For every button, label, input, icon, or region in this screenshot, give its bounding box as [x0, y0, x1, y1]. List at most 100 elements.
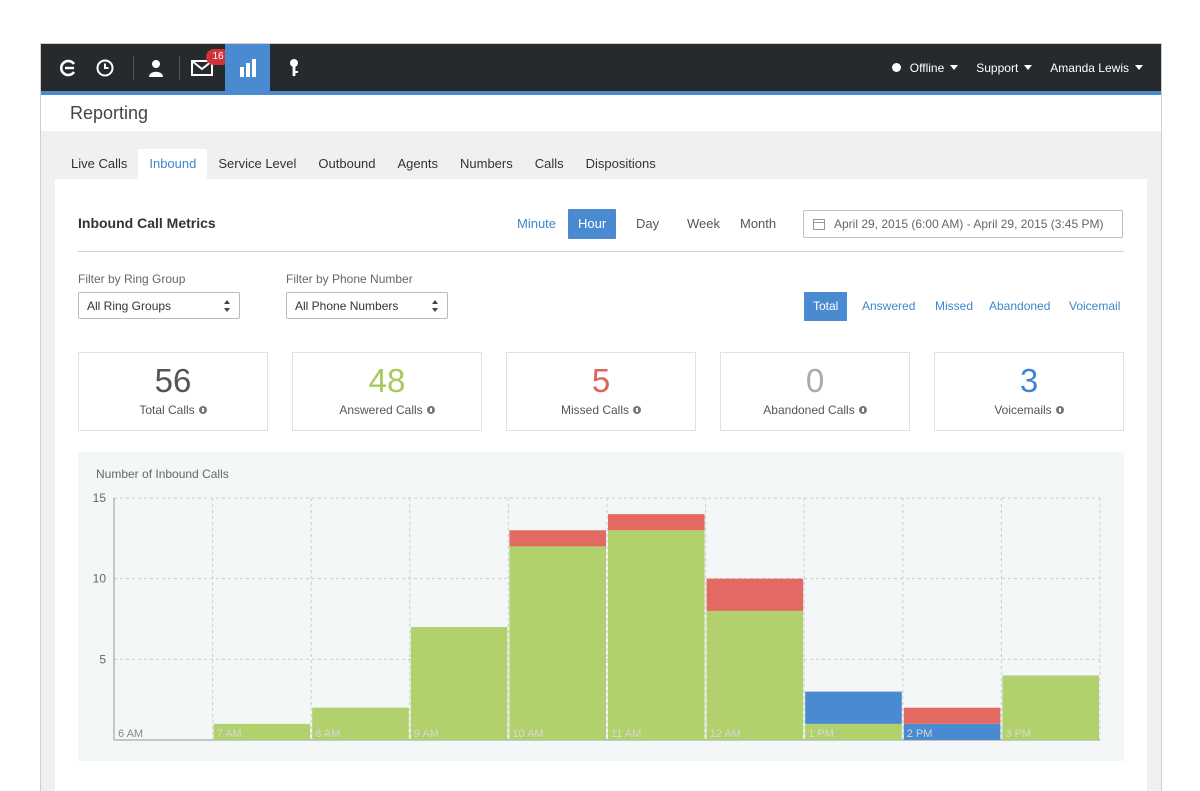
tab-agents[interactable]: Agents [397, 156, 438, 171]
bar-segment [509, 546, 606, 740]
contacts-person-icon[interactable] [134, 44, 178, 91]
tab-dispositions[interactable]: Dispositions [585, 156, 656, 171]
logo-icon[interactable] [47, 44, 91, 91]
bar-segment [706, 578, 804, 611]
x-tick-label: 7 AM [217, 728, 242, 740]
stat-value: 3 [1019, 362, 1039, 399]
stat-label: Abandoned Calls [763, 403, 855, 417]
x-tick-label: 9 AM [414, 728, 439, 740]
user-account-dropdown[interactable]: Amanda Lewis [1050, 61, 1143, 75]
stat-card-abandoned-calls: 0 Abandoned Calls [720, 352, 910, 431]
chart-svg: Number of Inbound Calls 5 10 15 6 AM 7 AM 8 AM… [93, 467, 1101, 741]
title-area: Reporting [41, 95, 1161, 131]
header-divider [78, 251, 1124, 252]
bar-segment [903, 723, 1001, 740]
ring-group-select[interactable]: All Ring Groups [78, 292, 240, 319]
tab-outbound[interactable]: Outbound [318, 156, 376, 171]
user-name: Amanda Lewis [1050, 60, 1129, 75]
tab-numbers[interactable]: Numbers [460, 156, 513, 171]
history-clock-icon[interactable] [83, 44, 127, 91]
presence-status-dropdown[interactable]: Offline [891, 60, 959, 75]
app-window: 16 Offline Support Amanda Lewis Re [40, 43, 1162, 791]
unread-count-badge: 16 [206, 49, 230, 65]
info-icon[interactable] [633, 406, 641, 414]
support-label: Support [976, 60, 1019, 75]
calendar-icon [813, 218, 825, 230]
x-tick-label: 6 AM [118, 728, 143, 740]
stat-label: Total Calls [139, 403, 195, 417]
status-label: Offline [909, 60, 945, 75]
key-icon[interactable] [272, 44, 316, 91]
y-tick-label: 15 [93, 491, 107, 505]
date-range-picker[interactable]: April 29, 2015 (6:00 AM) - April 29, 201… [803, 210, 1123, 238]
filter-voicemail-button[interactable]: Voicemail [1069, 299, 1121, 313]
x-tick-label: 1 PM [808, 728, 834, 740]
support-dropdown[interactable]: Support [976, 60, 1033, 75]
x-tick-label: 2 PM [907, 728, 933, 740]
tab-inbound[interactable]: Inbound [138, 149, 208, 179]
bar-segment [410, 627, 508, 740]
bar-segment [213, 723, 311, 740]
chevron-down-icon [1024, 65, 1033, 70]
stat-label: Voicemails [994, 403, 1052, 417]
select-arrows-icon [224, 300, 231, 312]
chevron-down-icon [950, 65, 959, 70]
stat-value: 5 [591, 362, 611, 399]
tab-service-level[interactable]: Service Level [218, 156, 297, 171]
info-icon[interactable] [198, 406, 207, 414]
stat-card-voicemails: 3 Voicemails [934, 352, 1124, 431]
messages-envelope-icon[interactable]: 16 [180, 44, 230, 91]
filter-total-button[interactable]: Total [804, 292, 848, 321]
stat-card-total-calls: 56 Total Calls [78, 352, 268, 431]
nav-separator [133, 56, 134, 80]
stat-value: 0 [805, 362, 825, 399]
tab-calls[interactable]: Calls [534, 156, 564, 171]
status-dot-icon [891, 63, 901, 72]
bar-segment [608, 530, 705, 740]
reporting-bar-chart-icon[interactable] [225, 44, 270, 91]
chart-title: Number of Inbound Calls [96, 467, 229, 481]
filter-missed-button[interactable]: Missed [935, 299, 974, 313]
user-menu-area: Offline Support Amanda Lewis [891, 44, 1161, 91]
granularity-day-button[interactable]: Day [636, 216, 660, 231]
granularity-week-button[interactable]: Week [687, 216, 720, 231]
x-tick-label: 12 AM [710, 728, 741, 740]
x-tick-label: 8 AM [315, 728, 340, 740]
granularity-minute-button[interactable]: Minute [517, 216, 557, 231]
filter-answered-button[interactable]: Answered [862, 299, 916, 313]
stat-label: Missed Calls [560, 403, 629, 417]
bar-segment [608, 514, 705, 531]
stat-card-missed-calls: 5 Missed Calls [506, 352, 696, 431]
top-navbar: 16 Offline Support Amanda Lewis [41, 44, 1161, 91]
content-area: Live Calls Inbound Service Level Outboun… [41, 131, 1161, 791]
info-icon[interactable] [1055, 406, 1064, 414]
stat-value: 48 [368, 362, 406, 399]
page-title: Reporting [70, 103, 149, 123]
stat-card-answered-calls: 48 Answered Calls [292, 352, 482, 431]
granularity-hour-button[interactable]: Hour [568, 209, 617, 239]
bar-segment [1002, 675, 1099, 740]
phone-number-filter-label: Filter by Phone Number [286, 272, 413, 286]
tab-live-calls[interactable]: Live Calls [71, 156, 128, 171]
info-icon[interactable] [426, 406, 435, 414]
bar-segment [312, 707, 409, 740]
x-tick-label: 3 PM [1005, 728, 1031, 740]
x-tick-label: 10 AM [512, 728, 543, 740]
chevron-down-icon [1135, 65, 1143, 70]
ring-group-value: All Ring Groups [87, 299, 172, 313]
phone-number-select[interactable]: All Phone Numbers [286, 292, 448, 319]
granularity-month-button[interactable]: Month [740, 216, 777, 231]
bar-segment [706, 610, 804, 740]
bar-segment [903, 707, 1001, 724]
report-tabs: Live Calls Inbound Service Level Outboun… [55, 149, 667, 179]
inbound-panel: Inbound Call Metrics Minute Hour Day Wee… [55, 179, 1147, 791]
x-tick-label: 11 AM [611, 728, 641, 740]
inbound-calls-chart: Number of Inbound Calls 5 10 15 6 AM 7 AM 8 AM… [78, 452, 1124, 761]
date-range-text: April 29, 2015 (6:00 AM) - April 29, 201… [834, 217, 1104, 231]
nav-separator [179, 56, 180, 80]
bar-segment [805, 691, 902, 724]
filter-abandoned-button[interactable]: Abandoned [989, 299, 1051, 313]
select-arrows-icon [432, 300, 439, 312]
info-icon[interactable] [858, 406, 867, 414]
topbar-accent-bar [41, 91, 1161, 95]
